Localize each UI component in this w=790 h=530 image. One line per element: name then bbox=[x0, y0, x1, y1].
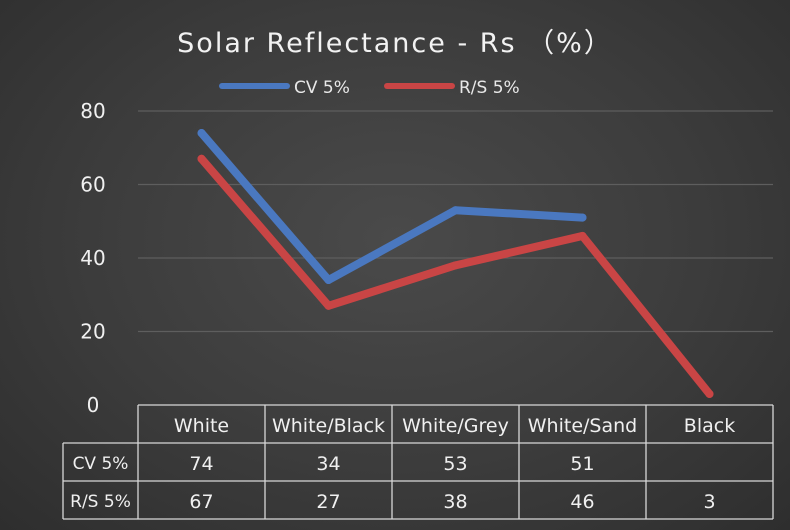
data-point bbox=[197, 154, 206, 163]
data-point bbox=[451, 261, 460, 270]
table-value-cell: 51 bbox=[570, 453, 594, 475]
category-label: White/Black bbox=[272, 415, 385, 437]
series-line-1 bbox=[197, 129, 587, 285]
series-line-2 bbox=[197, 154, 714, 398]
table-value-cell: 34 bbox=[316, 453, 340, 475]
category-label: White bbox=[174, 415, 229, 437]
data-point bbox=[451, 206, 460, 215]
y-tick-label: 40 bbox=[80, 246, 105, 270]
data-point bbox=[197, 129, 206, 138]
category-label: Black bbox=[684, 415, 735, 437]
y-tick-label: 20 bbox=[80, 320, 105, 344]
category-label: White/Grey bbox=[402, 415, 509, 437]
legend-label-1: CV 5% bbox=[294, 78, 350, 98]
data-point bbox=[578, 231, 587, 240]
data-point bbox=[324, 276, 333, 285]
y-tick-label: 0 bbox=[87, 393, 100, 417]
table-value-cell: 38 bbox=[443, 491, 467, 513]
data-point bbox=[578, 213, 587, 222]
legend-label-2: R/S 5% bbox=[459, 78, 520, 98]
y-tick-label: 60 bbox=[80, 173, 105, 197]
table-value-cell: 53 bbox=[443, 453, 467, 475]
table-value-cell: 3 bbox=[703, 491, 715, 513]
table-row-header-1: CV 5% bbox=[73, 454, 129, 474]
table-value-cell: 27 bbox=[316, 491, 340, 513]
table-value-cell: 67 bbox=[189, 491, 213, 513]
category-label: White/Sand bbox=[528, 415, 637, 437]
y-tick-label: 80 bbox=[80, 99, 105, 123]
table-row-header-2: R/S 5% bbox=[70, 492, 131, 512]
table-value-cell: 74 bbox=[189, 453, 213, 475]
table-value-cell: 46 bbox=[570, 491, 594, 513]
chart-title: Solar Reflectance - Rs （%） bbox=[177, 28, 613, 59]
data-point bbox=[324, 301, 333, 310]
data-point bbox=[705, 389, 714, 398]
